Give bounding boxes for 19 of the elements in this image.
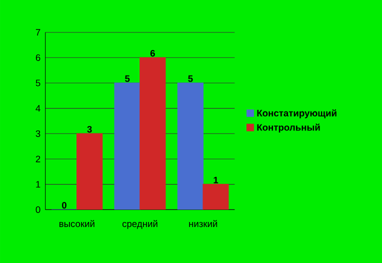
data-label: 5: [188, 75, 193, 82]
data-label: 5: [125, 75, 130, 82]
data-label: 3: [87, 126, 92, 133]
y-tick-label: 5: [36, 80, 40, 86]
y-tick-label: 2: [36, 156, 40, 162]
y-tick-label: 0: [36, 206, 40, 213]
x-tick-label: высокий: [59, 220, 94, 228]
y-tick-label: 6: [36, 54, 40, 61]
y-tick-label: 1: [36, 181, 40, 188]
legend-label: Контрольный: [257, 124, 320, 133]
y-tick-label: 7: [36, 29, 40, 36]
data-label: 6: [150, 50, 155, 57]
data-label: 0: [62, 202, 66, 209]
legend-label: Констатирующий: [257, 109, 336, 118]
x-tick-label: средний: [122, 220, 158, 229]
y-tick-label: 3: [36, 130, 40, 137]
y-tick-label: 4: [36, 105, 40, 112]
x-tick-label: низкий: [189, 220, 218, 228]
data-label: 1: [214, 176, 218, 184]
